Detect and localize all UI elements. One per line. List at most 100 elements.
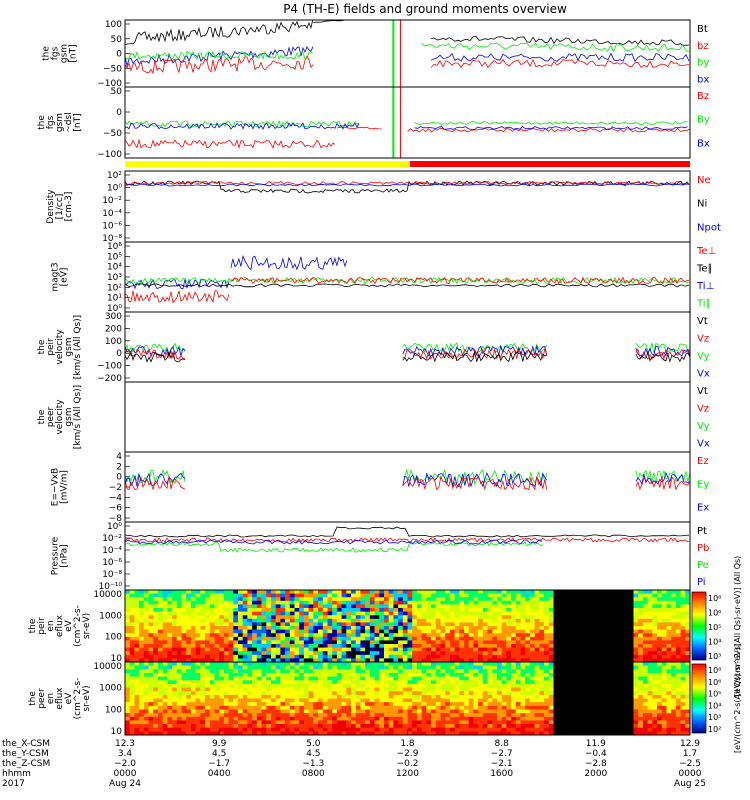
heatmap-cell [327,709,333,714]
heatmap-cell [529,698,536,703]
heatmap-cell [285,618,291,623]
heatmap-cell [525,654,531,659]
heatmap-cell [190,694,197,700]
heatmap-cell [449,608,456,613]
heatmap-cell [318,626,324,631]
heatmap-cell [544,691,550,696]
heatmap-cell [454,593,460,598]
heatmap-cell [638,590,644,595]
heatmap-cell [219,590,225,595]
heatmap-cell [134,600,140,605]
heatmap-cell [539,615,545,620]
heatmap-cell [289,618,296,623]
heatmap-cell [572,626,578,631]
heatmap-cell [214,629,220,634]
heatmap-cell [647,618,653,623]
heatmap-cell [369,676,376,681]
heatmap-cell [332,702,338,707]
heatmap-cell [303,644,310,649]
heatmap-cell [195,713,201,718]
heatmap-cell [666,644,672,649]
heatmap-cell [365,702,371,707]
heatmap-cell [685,626,690,631]
heatmap-cell [657,702,663,707]
series-line [125,55,314,75]
heatmap-cell [374,713,380,718]
heatmap-cell [680,600,686,605]
heatmap-cell [506,604,512,609]
heatmap-cell [539,694,545,700]
heatmap-cell [327,673,333,678]
heatmap-cell [134,604,140,609]
heatmap-cell [421,608,427,613]
heatmap-cell [299,636,305,641]
heatmap-cell [261,651,267,656]
heatmap-cell [478,665,484,670]
heatmap-cell [384,597,390,602]
heatmap-cell [238,622,244,627]
heatmap-cell [624,713,630,718]
heatmap-cell [572,651,578,656]
heatmap-cell [369,644,376,649]
heatmap-cell [365,611,371,616]
ylabel-line: eflux [55,687,65,710]
heatmap-cell [661,694,668,700]
heatmap-cell [341,694,347,700]
heatmap-cell [355,622,361,627]
heatmap-cell [186,611,192,616]
heatmap-cell [351,640,357,645]
heatmap-cell [614,615,620,620]
heatmap-cell [412,633,418,638]
heatmap-cell [209,597,216,602]
heatmap-cell [511,702,517,707]
heatmap-cell [426,597,432,602]
heatmap-cell [388,709,394,714]
heatmap-cell [393,608,399,613]
heatmap-cell [492,658,498,662]
heatmap-cell [657,626,663,631]
heatmap-cell [355,724,361,729]
heatmap-cell [624,676,630,681]
heatmap-cell [318,633,324,638]
heatmap-cell [360,720,366,725]
heatmap-cell [534,731,540,735]
heatmap-cell [426,593,432,598]
heatmap-cell [402,698,409,703]
heatmap-cell [365,629,371,634]
heatmap-cell [355,720,361,725]
heatmap-cell [553,611,559,616]
heatmap-cell [275,731,281,735]
heatmap-cell [595,673,602,678]
heatmap-cell [158,636,164,641]
heatmap-cell [299,687,305,692]
heatmap-cell [581,604,587,609]
heatmap-cell [351,665,357,670]
heatmap-cell [454,691,460,696]
heatmap-cell [299,600,305,605]
heatmap-cell [586,640,592,645]
heatmap-cell [327,597,333,602]
heatmap-cell [190,683,197,689]
heatmap-cell [139,694,145,700]
heatmap-cell [478,600,484,605]
heatmap-cell [294,694,300,700]
heatmap-cell [289,687,296,692]
heatmap-cell [214,626,220,631]
heatmap-cell [558,694,564,700]
heatmap-cell [544,604,550,609]
heatmap-cell [487,731,493,735]
heatmap-cell [228,615,234,620]
heatmap-cell [336,724,343,729]
series-line [336,126,382,130]
heatmap-cell [586,633,592,638]
heatmap-cell [398,713,404,718]
heatmap-cell [365,709,371,714]
heatmap-cell [591,604,597,609]
heatmap-cell [407,698,413,703]
heatmap-cell [176,698,183,703]
heatmap-cell [402,702,409,707]
heatmap-cell [586,709,592,714]
heatmap-cell [219,673,225,678]
heatmap-cell [219,618,225,623]
heatmap-cell [247,673,253,678]
